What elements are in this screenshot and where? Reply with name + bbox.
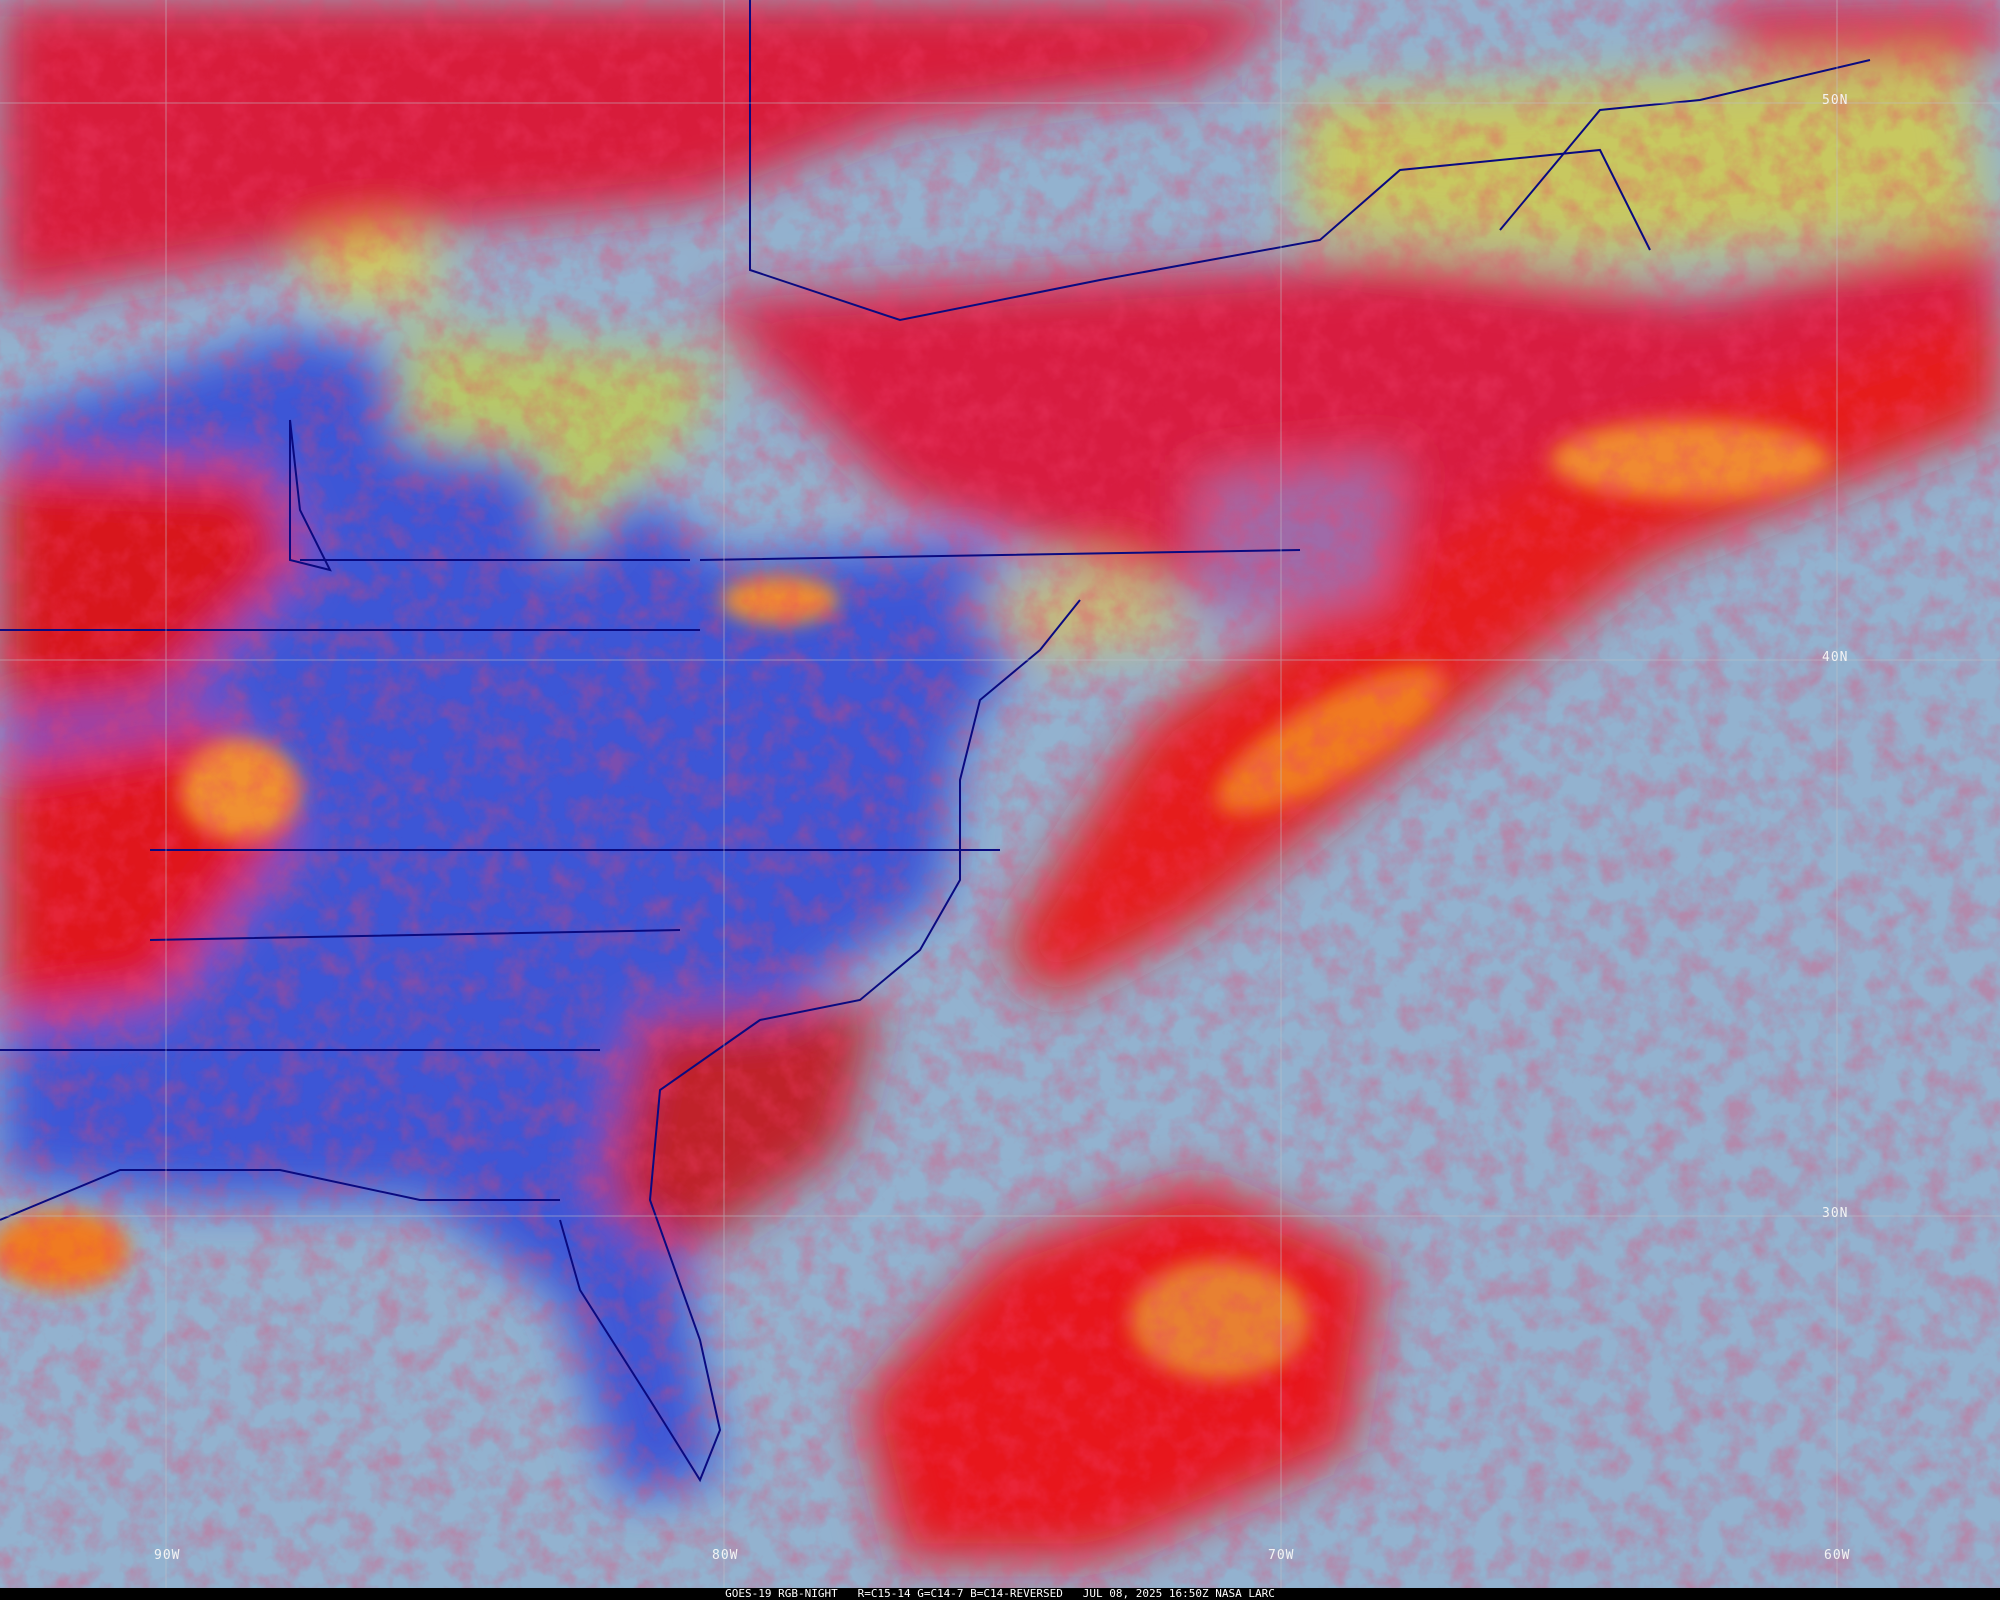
lat-label-40n: 40N <box>1822 650 1849 665</box>
caption-satellite: GOES-19 <box>725 1587 772 1600</box>
lon-label-60w: 60W <box>1824 1548 1851 1563</box>
lon-label-80w: 80W <box>712 1548 739 1563</box>
image-caption-bar: GOES-19 RGB-NIGHT R=C15-14 G=C14-7 B=C14… <box>0 1588 2000 1600</box>
coastlines-and-borders <box>0 0 1871 1483</box>
lon-label-70w: 70W <box>1268 1548 1295 1563</box>
caption-channels: R=C15-14 G=C14-7 B=C14-REVERSED <box>857 1587 1063 1600</box>
lat-label-30n: 30N <box>1822 1206 1849 1221</box>
lat-label-50n: 50N <box>1822 93 1849 108</box>
caption-datetime: JUL 08, 2025 16:50Z <box>1082 1587 1209 1600</box>
caption-product: RGB-NIGHT <box>778 1587 838 1600</box>
caption-source: NASA LARC <box>1215 1587 1275 1600</box>
lon-label-90w: 90W <box>154 1548 181 1563</box>
